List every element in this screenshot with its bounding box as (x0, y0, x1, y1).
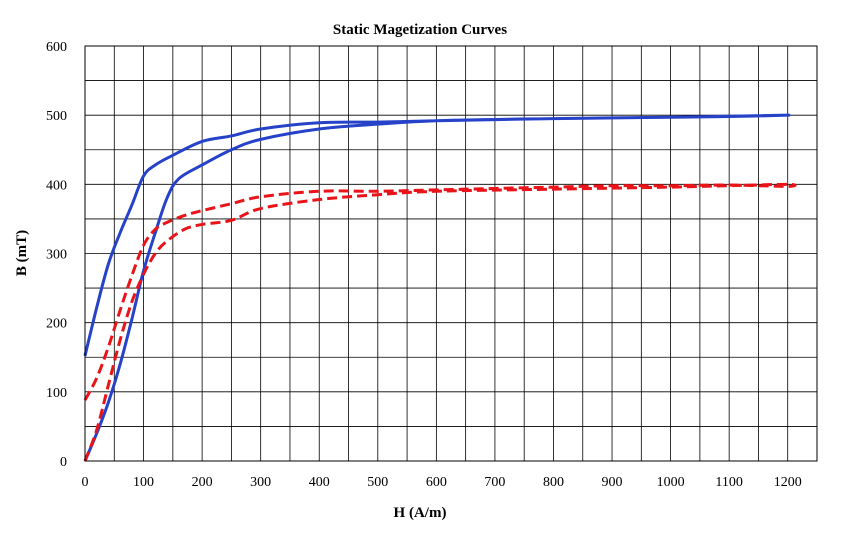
series-line-1 (83, 113, 791, 462)
x-tick-label: 100 (133, 475, 154, 490)
x-tick-label: 500 (367, 475, 388, 490)
x-tick-label: 1000 (657, 475, 685, 490)
y-tick-label: 100 (46, 386, 67, 401)
y-tick-label: 200 (46, 317, 67, 332)
y-tick-label: 500 (46, 109, 67, 124)
x-tick-label: 400 (309, 475, 330, 490)
x-tick-label: 1200 (774, 475, 802, 490)
x-tick-label: 900 (602, 475, 623, 490)
x-axis-label: H (A/m) (394, 505, 447, 521)
y-axis-ticks: 0 100 200 300 400 500 600 (46, 40, 67, 470)
x-axis-ticks: 0 100 200 300 400 500 600 700 800 900 1000 1100 1200 (82, 475, 802, 490)
x-tick-label: 200 (192, 475, 213, 490)
y-tick-label: 400 (46, 178, 67, 193)
x-tick-label: 800 (543, 475, 564, 490)
y-tick-label: 300 (46, 248, 67, 263)
x-tick-label: 600 (426, 475, 447, 490)
x-tick-label: 1100 (715, 475, 742, 490)
x-tick-label: 700 (484, 475, 505, 490)
y-tick-label: 0 (60, 455, 67, 470)
x-tick-label: 300 (250, 475, 271, 490)
chart-title: Static Magetization Curves (333, 22, 507, 38)
series-line-2 (83, 182, 797, 462)
plot-area-frame (84, 45, 818, 462)
x-tick-label: 0 (82, 475, 89, 490)
grid (85, 46, 818, 461)
y-axis-label: B (mT) (14, 230, 30, 276)
y-tick-label: 600 (46, 40, 67, 55)
series-group (83, 113, 797, 462)
